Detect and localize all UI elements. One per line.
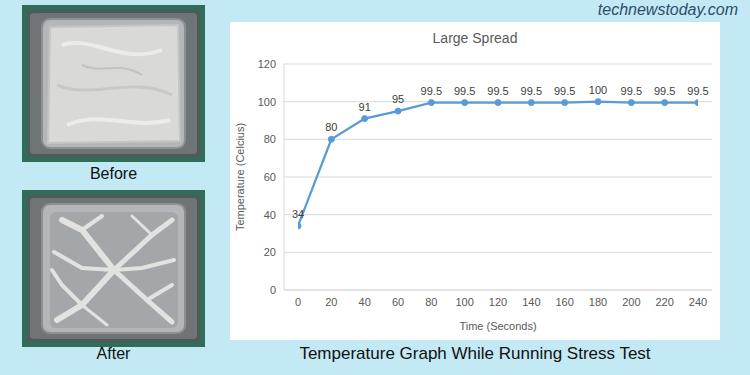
svg-text:200: 200 — [622, 296, 640, 308]
svg-text:100: 100 — [589, 84, 607, 96]
svg-text:60: 60 — [392, 296, 404, 308]
svg-text:120: 120 — [258, 58, 276, 70]
svg-text:180: 180 — [589, 296, 607, 308]
svg-text:0: 0 — [295, 296, 301, 308]
svg-text:100: 100 — [258, 96, 276, 108]
svg-text:95: 95 — [392, 93, 404, 105]
svg-text:20: 20 — [325, 296, 337, 308]
html-text:Temperature Graph While Runnin: Temperature Graph While Running Stress T… — [299, 344, 651, 363]
svg-text:34: 34 — [292, 208, 304, 220]
svg-text:100: 100 — [455, 296, 473, 308]
svg-text:160: 160 — [555, 296, 573, 308]
svg-text:240: 240 — [689, 296, 707, 308]
svg-text:120: 120 — [489, 296, 507, 308]
svg-text:91: 91 — [359, 101, 371, 113]
html-text:technewstoday.com: technewstoday.com — [597, 1, 738, 18]
svg-text:80: 80 — [425, 296, 437, 308]
svg-text:99.5: 99.5 — [454, 85, 475, 97]
svg-text:99.5: 99.5 — [687, 85, 708, 97]
svg-text:80: 80 — [264, 133, 276, 145]
svg-text:20: 20 — [264, 246, 276, 258]
svg-text:99.5: 99.5 — [521, 85, 542, 97]
svg-text:99.5: 99.5 — [421, 85, 442, 97]
svg-text:0: 0 — [270, 284, 276, 296]
svg-text:99.5: 99.5 — [487, 85, 508, 97]
svg-text:99.5: 99.5 — [621, 85, 642, 97]
html-text:After: After — [96, 345, 131, 362]
svg-text:Temperature (Celcius): Temperature (Celcius) — [234, 123, 246, 231]
svg-text:40: 40 — [264, 209, 276, 221]
html-text:Before: Before — [89, 165, 138, 182]
svg-text:40: 40 — [359, 296, 371, 308]
svg-text:Time (Seconds): Time (Seconds) — [459, 320, 536, 332]
svg-text:220: 220 — [655, 296, 673, 308]
svg-text:99.5: 99.5 — [654, 85, 675, 97]
svg-text:140: 140 — [522, 296, 540, 308]
svg-text:99.5: 99.5 — [554, 85, 575, 97]
html-text:Large Spread: Large Spread — [432, 30, 518, 46]
svg-text:60: 60 — [264, 171, 276, 183]
svg-text:80: 80 — [325, 121, 337, 133]
